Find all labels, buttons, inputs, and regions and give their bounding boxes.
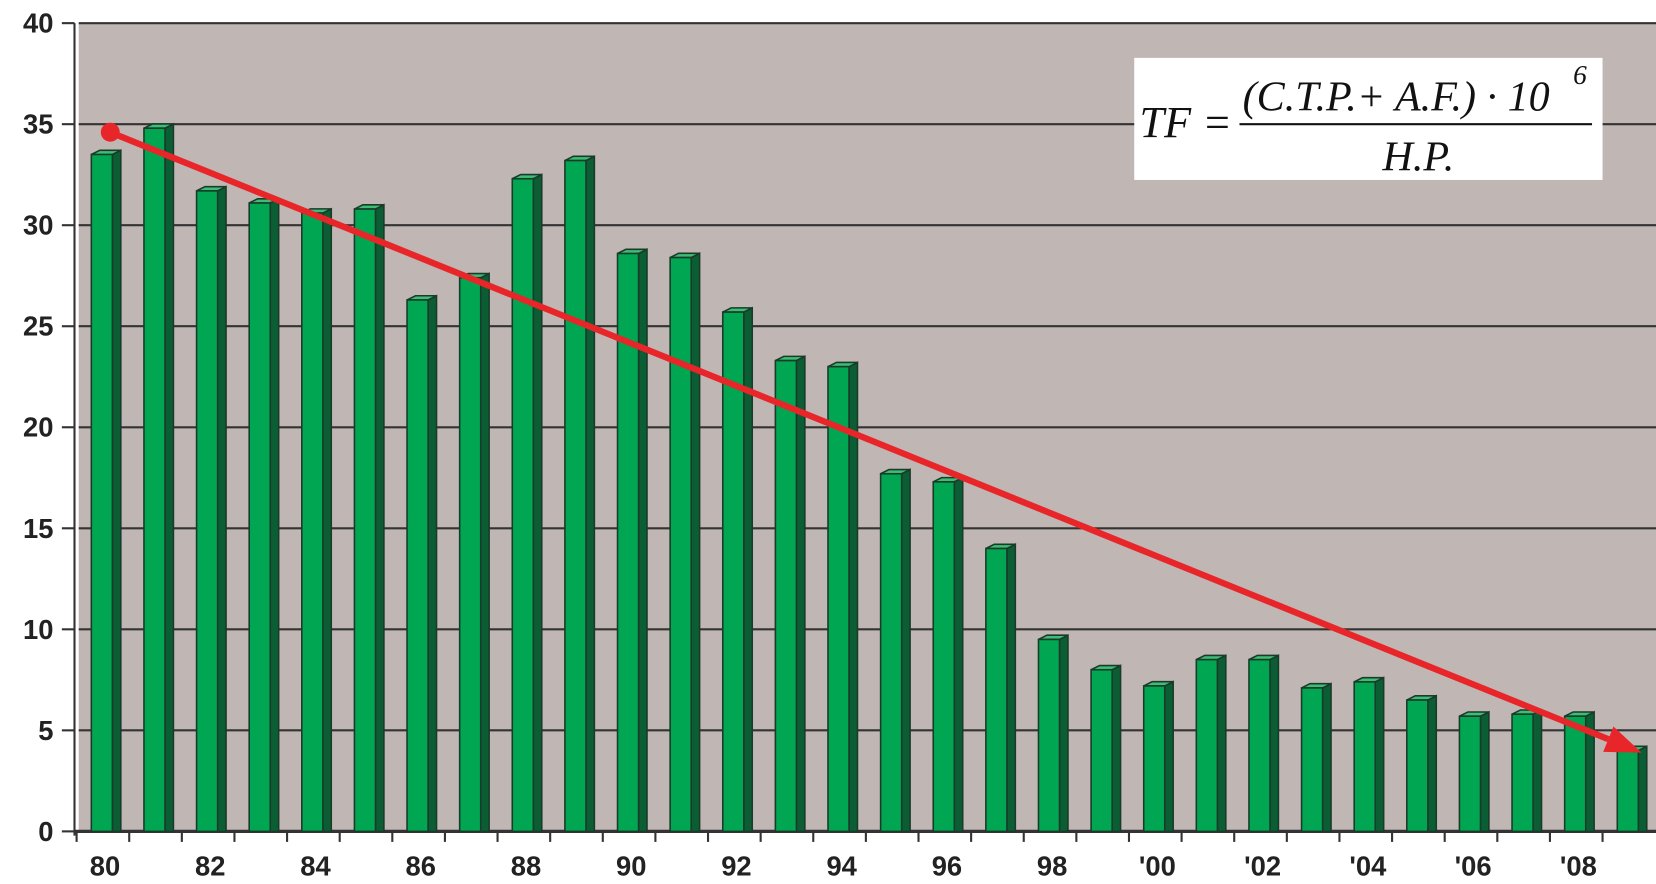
bar-side: [1006, 543, 1017, 833]
bar: [669, 256, 692, 833]
x-tick-label: '00: [1139, 851, 1176, 882]
bar: [1195, 658, 1219, 833]
bar-side: [637, 248, 648, 833]
bar-side: [1427, 694, 1438, 833]
y-tick-label: 25: [23, 311, 53, 342]
bar-side: [690, 252, 701, 833]
x-tick-label: 80: [90, 851, 120, 882]
x-tick-label: '04: [1349, 851, 1387, 882]
trend-arrowhead: [1603, 726, 1642, 753]
bar-side: [1216, 654, 1227, 833]
bar: [1616, 749, 1640, 833]
bar: [511, 177, 535, 833]
x-tick-label: 96: [932, 851, 962, 882]
bar-side: [164, 122, 175, 833]
bar: [1353, 681, 1377, 833]
bar: [195, 190, 219, 833]
y-tick-label: 30: [23, 210, 53, 241]
y-tick-label: 35: [23, 109, 53, 140]
bar-side: [269, 197, 280, 833]
bar-side: [795, 355, 806, 833]
bar: [564, 159, 587, 833]
bar-side: [953, 476, 964, 833]
bar: [301, 212, 324, 833]
x-tick-label: 98: [1037, 851, 1067, 882]
bar: [1458, 715, 1482, 833]
bar-side: [585, 155, 596, 833]
bar: [879, 472, 903, 833]
bar: [774, 359, 798, 833]
bar-side: [1111, 664, 1122, 833]
bar: [932, 481, 956, 833]
bar: [406, 299, 429, 833]
bar-side: [1479, 710, 1490, 833]
y-tick-label: 5: [38, 715, 53, 746]
bar-side: [1163, 680, 1174, 833]
bar-side: [111, 149, 122, 833]
formula-lhs: TF =: [1140, 98, 1232, 147]
x-tick-label: '02: [1244, 851, 1281, 882]
bar: [1406, 699, 1429, 833]
x-tick-label: 88: [511, 851, 541, 882]
bar: [90, 153, 114, 833]
formula-box: [1134, 57, 1603, 180]
bar-side: [427, 294, 438, 833]
bar: [1511, 713, 1534, 833]
bar: [353, 208, 377, 833]
x-tick-label: 86: [406, 851, 436, 882]
bar-side: [374, 203, 385, 833]
bar: [827, 365, 850, 833]
y-tick-label: 40: [23, 8, 53, 39]
bar: [248, 202, 272, 833]
formula-numerator: (C.T.P.+ A.F.) · 10: [1243, 74, 1550, 121]
bar: [1037, 638, 1061, 833]
bar: [1563, 715, 1587, 833]
formula-denominator: H.P.: [1382, 133, 1455, 180]
bar-side: [479, 272, 490, 833]
bar: [616, 252, 640, 833]
bar-side: [1058, 633, 1069, 833]
bar-side: [1374, 676, 1385, 833]
bar: [458, 276, 482, 833]
bar: [143, 127, 166, 833]
x-tick-label: 92: [721, 851, 751, 882]
bar-side: [322, 207, 333, 833]
bar: [985, 547, 1008, 833]
y-tick-label: 20: [23, 412, 53, 443]
x-tick-label: 82: [195, 851, 225, 882]
bar: [1248, 658, 1271, 833]
bar-side: [532, 173, 543, 833]
bar-side: [216, 185, 227, 833]
y-tick-label: 10: [23, 614, 53, 645]
bar-side: [1269, 654, 1280, 833]
bar-side: [1637, 745, 1648, 833]
x-tick-label: 90: [616, 851, 646, 882]
bar: [1142, 685, 1166, 833]
bar-side: [1321, 682, 1332, 833]
bar-side: [1532, 708, 1543, 833]
x-tick-label: '06: [1455, 851, 1492, 882]
x-tick-label: 84: [300, 851, 331, 882]
x-tick-label: 94: [826, 851, 857, 882]
trend-line: [109, 129, 1610, 743]
y-tick-label: 15: [23, 513, 53, 544]
bar-side: [900, 468, 911, 833]
bar: [1300, 687, 1324, 833]
bar: [721, 311, 745, 833]
formula-exponent: 6: [1573, 60, 1587, 90]
x-tick-label: '08: [1560, 851, 1597, 882]
trend-start: [100, 122, 120, 142]
bar: [1090, 668, 1113, 833]
y-tick-label: 0: [38, 816, 53, 847]
